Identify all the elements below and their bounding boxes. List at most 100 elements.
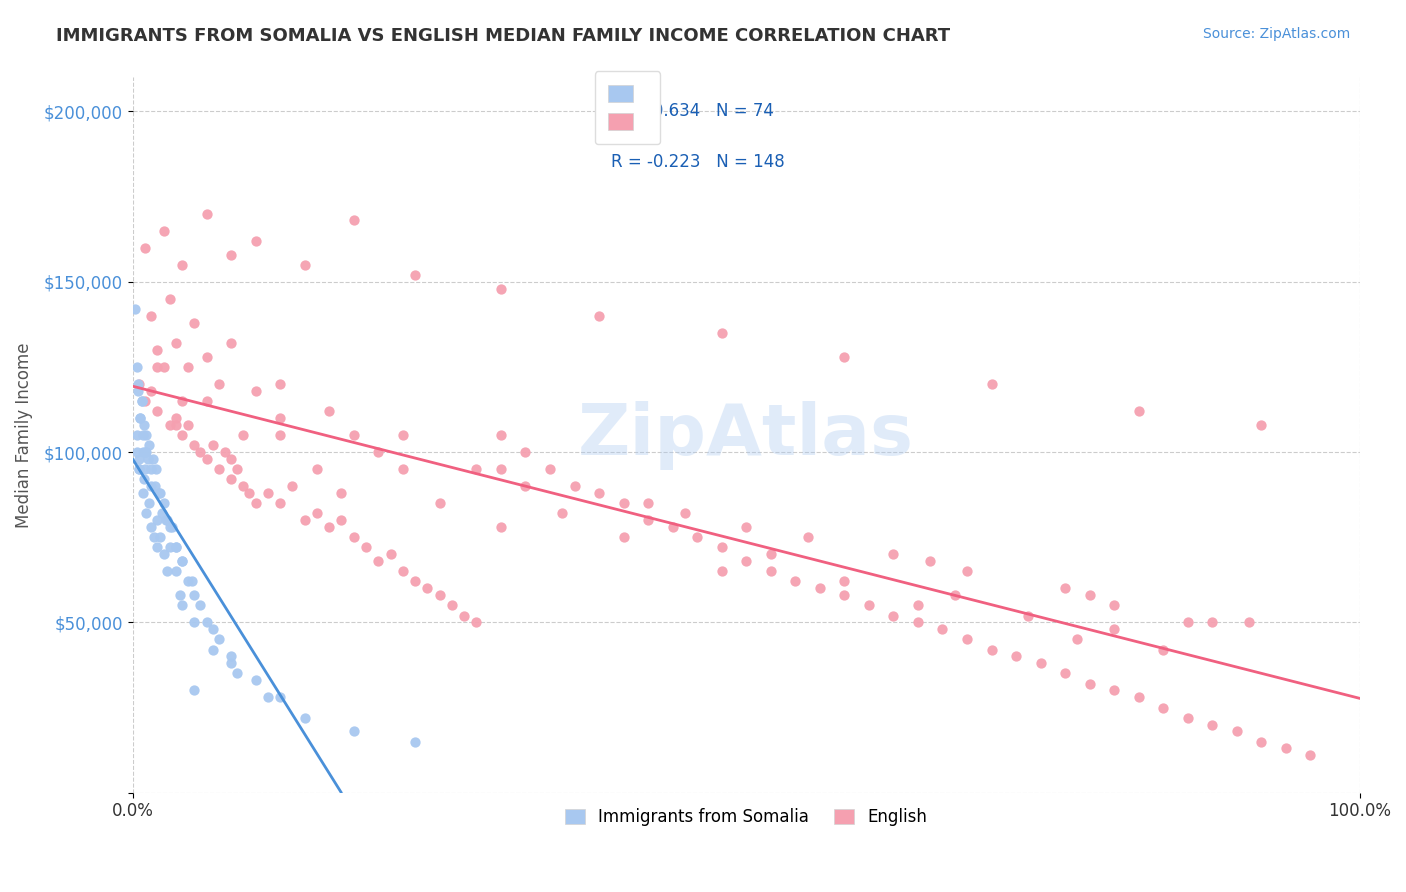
Point (956, 564, 979, 578)
Point (281, 479, 304, 493)
Point (132, 428, 155, 442)
Point (245, 673, 267, 688)
Point (149, 530, 172, 544)
Point (404, 268, 426, 282)
Point (429, 588, 451, 602)
Point (219, 247, 242, 261)
Point (269, 690, 291, 705)
Point (796, 530, 818, 544)
Point (1177, 711, 1199, 725)
Point (134, 462, 156, 476)
Point (201, 642, 224, 657)
Point (129, 411, 152, 425)
Point (170, 428, 193, 442)
Point (735, 520, 758, 534)
Point (219, 657, 242, 671)
Point (343, 213, 366, 227)
Point (834, 574, 856, 589)
Point (1250, 734, 1272, 748)
Text: IMMIGRANTS FROM SOMALIA VS ENGLISH MEDIAN FAMILY INCOME CORRELATION CHART: IMMIGRANTS FROM SOMALIA VS ENGLISH MEDIA… (56, 27, 950, 45)
Point (245, 384, 267, 398)
Point (136, 451, 159, 466)
Point (759, 564, 782, 578)
Point (269, 376, 291, 391)
Point (219, 451, 242, 466)
Point (128, 462, 150, 476)
Point (294, 513, 316, 527)
Point (710, 564, 733, 578)
Point (165, 564, 187, 578)
Point (1250, 417, 1272, 432)
Point (269, 411, 291, 425)
Point (1102, 599, 1125, 613)
Point (226, 666, 249, 681)
Point (232, 479, 254, 493)
Point (1066, 632, 1088, 647)
Point (128, 376, 150, 391)
Point (330, 486, 353, 500)
Point (1102, 622, 1125, 636)
Point (1201, 615, 1223, 630)
Point (177, 417, 200, 432)
Point (465, 462, 488, 476)
Text: R = -0.634   N = 74: R = -0.634 N = 74 (612, 103, 775, 120)
Point (1177, 615, 1199, 630)
Point (152, 547, 174, 561)
Point (489, 462, 512, 476)
Point (146, 343, 169, 357)
Point (1054, 582, 1077, 596)
Point (943, 588, 966, 602)
Point (489, 428, 512, 442)
Point (834, 588, 856, 602)
Point (613, 530, 636, 544)
Point (515, 479, 537, 493)
Point (180, 574, 202, 589)
Point (551, 507, 574, 521)
Point (245, 234, 267, 248)
Point (132, 417, 155, 432)
Point (128, 462, 150, 476)
Point (195, 615, 218, 630)
Point (391, 428, 413, 442)
Point (165, 336, 187, 351)
Point (129, 411, 152, 425)
Point (169, 588, 191, 602)
Point (1152, 700, 1174, 714)
Point (132, 445, 155, 459)
Point (1102, 683, 1125, 698)
Point (257, 486, 280, 500)
Point (1029, 657, 1052, 671)
Point (159, 541, 181, 555)
Point (1226, 724, 1249, 739)
Point (785, 574, 807, 589)
Point (907, 599, 929, 613)
Point (956, 632, 979, 647)
Point (465, 615, 488, 630)
Point (637, 513, 659, 527)
Point (152, 224, 174, 238)
Point (195, 451, 218, 466)
Point (170, 554, 193, 568)
Point (238, 486, 260, 500)
Point (159, 292, 181, 306)
Point (1299, 748, 1322, 763)
Point (160, 520, 183, 534)
Point (148, 486, 170, 500)
Point (131, 394, 153, 409)
Point (143, 479, 166, 493)
Point (146, 359, 169, 374)
Text: Source: ZipAtlas.com: Source: ZipAtlas.com (1202, 27, 1350, 41)
Point (269, 496, 291, 510)
Point (489, 282, 512, 296)
Point (318, 404, 340, 418)
Point (134, 445, 156, 459)
Point (141, 309, 163, 323)
Point (131, 394, 153, 409)
Point (1152, 642, 1174, 657)
Point (882, 547, 904, 561)
Point (808, 582, 831, 596)
Point (142, 451, 165, 466)
Point (156, 513, 179, 527)
Point (404, 734, 426, 748)
Point (735, 554, 758, 568)
